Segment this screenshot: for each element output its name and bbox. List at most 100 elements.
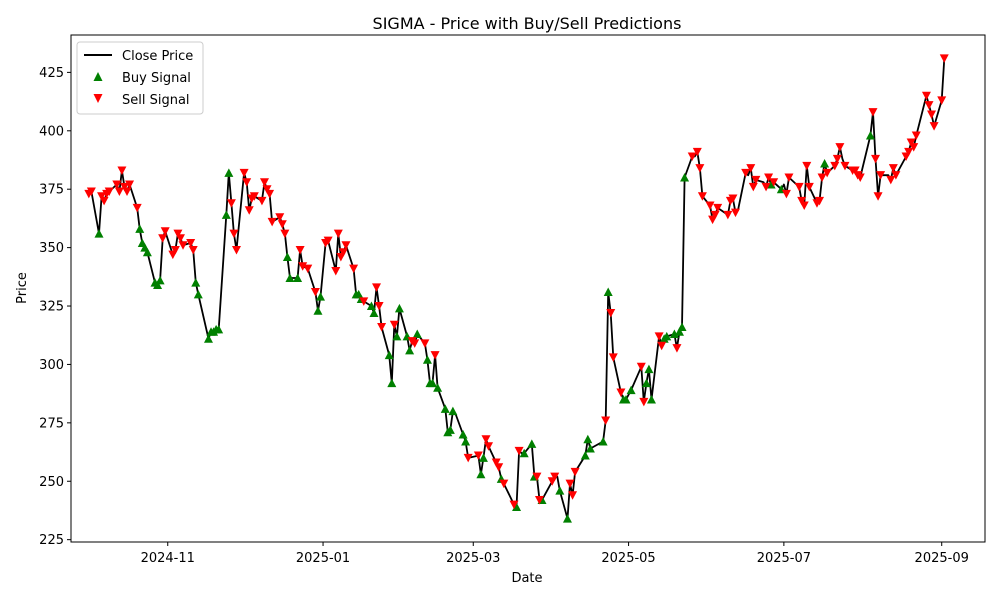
sell-signal-marker <box>374 302 384 311</box>
sell-signal-marker <box>323 236 333 246</box>
sell-signal-marker <box>906 138 916 147</box>
sell-signal-marker <box>723 210 733 220</box>
buy-signal-marker <box>644 364 654 374</box>
legend-label-buy: Buy Signal <box>122 71 191 86</box>
sell-signal-marker <box>132 203 142 213</box>
buy-signal-marker <box>820 159 830 168</box>
sell-signal-marker <box>672 344 682 353</box>
x-tick-label: 2025-09 <box>915 551 969 566</box>
y-tick-label: 375 <box>39 183 64 198</box>
buy-signal-marker <box>580 451 590 460</box>
sell-signal-marker <box>104 187 114 197</box>
sell-signal-marker <box>904 147 914 157</box>
buy-signal-marker <box>476 469 486 479</box>
sell-signal-marker <box>692 147 702 157</box>
buy-signal-marker <box>680 173 690 182</box>
sell-signal-marker <box>298 262 308 271</box>
buy-signal-marker <box>203 334 213 343</box>
sell-signal-marker <box>868 108 878 117</box>
sell-signal-marker <box>840 161 850 171</box>
sell-signal-marker <box>710 210 720 220</box>
sell-signal-marker <box>924 101 934 110</box>
sell-signal-marker <box>231 245 241 255</box>
sell-signal-marker <box>794 182 804 192</box>
buy-signal-marker <box>384 350 394 360</box>
sell-signal-marker <box>876 171 886 180</box>
buy-signal-marker <box>583 434 593 444</box>
buy-signal-marker <box>433 383 443 392</box>
sell-signal-marker <box>262 185 272 194</box>
sell-signal-marker <box>804 182 814 192</box>
sell-signal-marker <box>410 339 420 348</box>
legend-buy-marker-icon <box>93 72 103 81</box>
x-tick-label: 2025-07 <box>757 551 811 566</box>
sell-signal-marker <box>751 175 761 185</box>
sell-signal-marker <box>333 229 343 239</box>
sell-signal-marker <box>815 196 825 206</box>
legend-box <box>76 41 204 115</box>
buy-signal-marker <box>478 453 488 462</box>
buy-signal-marker <box>646 394 656 404</box>
sell-signal-marker <box>491 458 501 468</box>
buy-signal-marker <box>662 331 672 341</box>
buy-signal-marker <box>865 130 875 140</box>
sell-signal-marker <box>927 110 937 119</box>
sell-signal-marker <box>746 164 756 173</box>
sell-signal-marker <box>173 229 183 239</box>
sell-signal-marker <box>86 187 96 197</box>
buy-signal-marker <box>135 224 145 233</box>
buy-signal-marker <box>519 448 529 458</box>
sell-signal-marker <box>188 245 198 255</box>
sell-signal-marker <box>244 206 254 215</box>
sell-signal-marker <box>349 264 359 274</box>
sell-signal-marker <box>832 154 842 164</box>
y-axis: 225 250 275 300 325 350 375 400 425 <box>39 66 71 548</box>
sell-signal-marker <box>249 192 259 201</box>
buy-signal-marker <box>285 273 295 282</box>
sell-signal-marker <box>242 178 252 187</box>
sell-signal-marker <box>389 320 399 330</box>
legend-label-sell: Sell Signal <box>122 93 190 108</box>
buy-signal-marker <box>392 331 402 341</box>
buy-signal-marker <box>555 486 565 495</box>
sell-signal-marker <box>372 283 382 292</box>
sell-signal-marker <box>769 178 779 187</box>
sell-signal-marker <box>939 54 949 63</box>
axes-frame <box>70 34 986 543</box>
buy-signal-marker <box>422 355 432 364</box>
sell-signal-marker <box>697 192 707 201</box>
sell-signal-marker <box>802 161 812 171</box>
buy-signal-marker <box>224 168 234 177</box>
x-axis-label: Date <box>511 571 542 586</box>
sell-signal-marker <box>331 266 341 276</box>
sell-signal-marker <box>687 152 697 161</box>
buy-signal-marker <box>193 289 203 299</box>
sell-signal-marker <box>817 173 827 183</box>
sell-signal-marker <box>929 122 939 131</box>
sell-signal-marker <box>616 388 626 397</box>
legend-sell-marker-icon <box>93 94 103 103</box>
sell-signal-marker <box>175 234 185 243</box>
buy-signal-marker <box>412 329 422 339</box>
buy-signal-marker <box>405 345 415 355</box>
sell-signal-marker <box>473 451 483 461</box>
sell-signal-marker <box>781 189 791 199</box>
buy-signal-marker <box>191 278 201 287</box>
buy-signal-marker <box>428 378 438 388</box>
buy-signal-marker <box>440 404 450 413</box>
sell-signal-marker <box>267 217 277 227</box>
sell-signal-marker <box>265 189 275 199</box>
sell-signal-marker <box>97 192 107 201</box>
buy-signal-marker <box>448 406 458 416</box>
y-tick-label: 350 <box>39 241 64 256</box>
sell-signal-marker <box>608 353 618 362</box>
sell-signal-marker <box>114 187 124 197</box>
x-tick-label: 2025-03 <box>446 551 500 566</box>
sell-signal-marker <box>871 154 881 164</box>
sell-signal-marker <box>280 229 290 239</box>
buy-signal-marker <box>527 439 537 448</box>
sell-signal-marker <box>568 491 578 500</box>
sell-signal-marker <box>565 479 575 489</box>
